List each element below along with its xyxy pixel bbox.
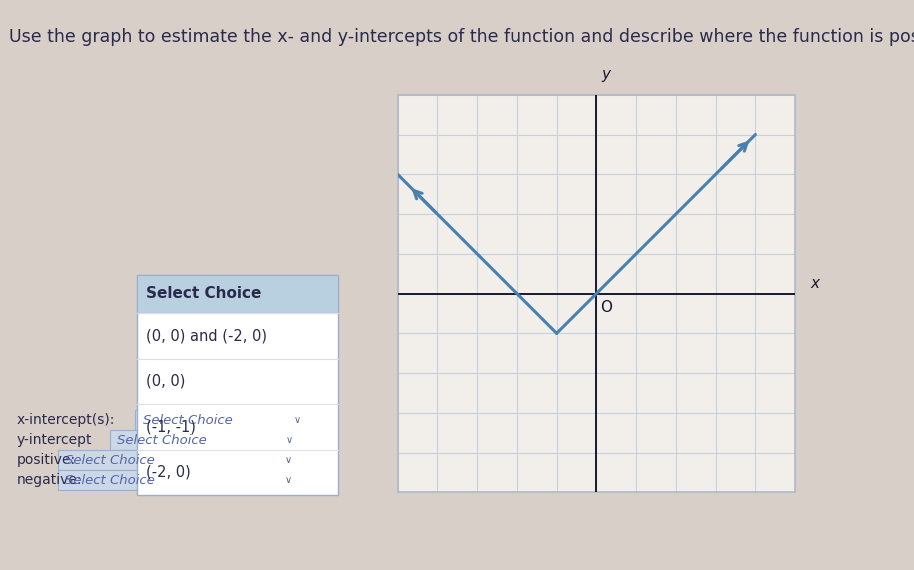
Text: ∨: ∨ [284, 475, 292, 485]
Bar [135, 410, 304, 430]
Text: (-1, -1): (-1, -1) [146, 420, 197, 434]
Text: Select Choice: Select Choice [65, 454, 154, 466]
Text: (0, 0) and (-2, 0): (0, 0) and (-2, 0) [146, 328, 267, 343]
Text: x: x [811, 276, 820, 291]
Bar [58, 450, 295, 470]
Text: Select Choice: Select Choice [146, 287, 261, 302]
Bar [137, 275, 338, 313]
Text: (-2, 0): (-2, 0) [146, 465, 191, 480]
Bar [58, 470, 295, 490]
Text: Select Choice: Select Choice [143, 413, 232, 426]
Bar [137, 275, 338, 495]
Text: positive:: positive: [16, 453, 76, 467]
Text: ∨: ∨ [284, 455, 292, 465]
Text: (0, 0): (0, 0) [146, 374, 186, 389]
Text: Select Choice: Select Choice [65, 474, 154, 487]
Text: Use the graph to estimate the x- and y-intercepts of the function and describe w: Use the graph to estimate the x- and y-i… [9, 28, 914, 46]
Text: ∨: ∨ [293, 415, 301, 425]
Text: O: O [600, 300, 612, 315]
Bar [110, 430, 297, 450]
Text: negative:: negative: [16, 473, 82, 487]
Text: y: y [601, 67, 611, 83]
Text: y-intercept: y-intercept [16, 433, 92, 447]
Text: ∨: ∨ [286, 435, 293, 445]
Text: x-intercept(s):: x-intercept(s): [16, 413, 115, 427]
Text: Select Choice: Select Choice [117, 434, 207, 446]
